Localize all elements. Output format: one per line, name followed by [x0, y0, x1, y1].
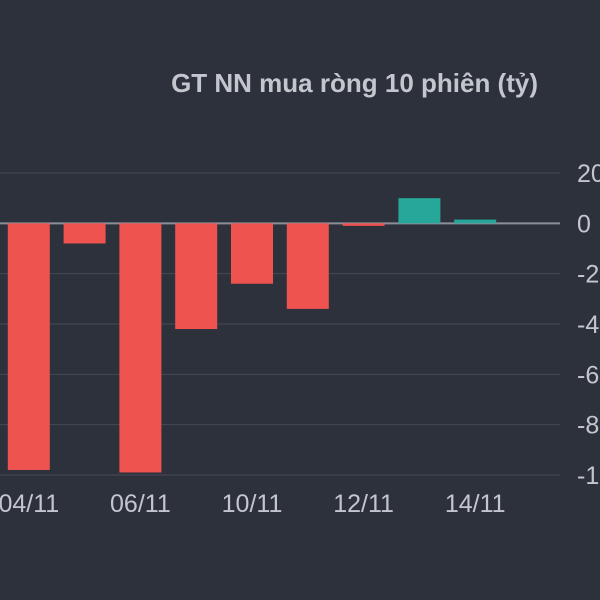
- y-tick-label: -100: [577, 462, 600, 490]
- bar-07/11[interactable]: [175, 223, 218, 330]
- bar-06/11[interactable]: [119, 223, 162, 473]
- bar-04/11[interactable]: [7, 223, 50, 470]
- bar-13/11[interactable]: [398, 198, 441, 224]
- y-tick-label: -20: [577, 261, 600, 289]
- y-tick-label: -60: [577, 361, 600, 389]
- x-tick-label: 12/11: [333, 490, 394, 518]
- bar-10/11[interactable]: [231, 223, 273, 284]
- bar-05/11[interactable]: [63, 223, 106, 244]
- x-tick-label: 10/11: [222, 490, 283, 518]
- x-tick-label: 04/11: [0, 490, 59, 518]
- x-tick-label: 14/11: [445, 490, 506, 518]
- bar-14/11[interactable]: [454, 219, 497, 224]
- y-tick-label: -80: [577, 412, 600, 440]
- y-tick-label: 0: [577, 210, 591, 238]
- bar-12/11[interactable]: [342, 223, 385, 226]
- x-tick-label: 06/11: [110, 490, 171, 518]
- bar-11/11[interactable]: [286, 223, 329, 309]
- y-tick-label: -40: [577, 311, 600, 339]
- chart-title: GT NN mua ròng 10 phiên (tỷ): [171, 68, 538, 98]
- y-tick-label: 20: [577, 160, 600, 188]
